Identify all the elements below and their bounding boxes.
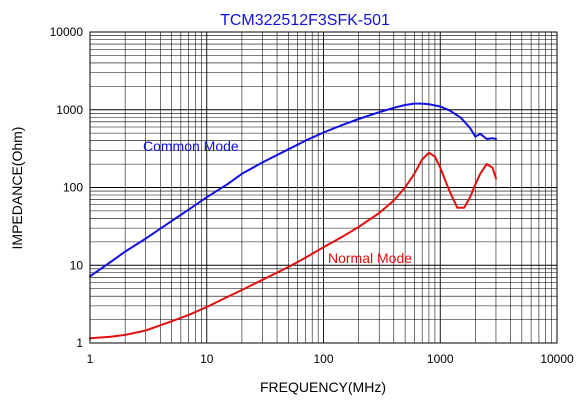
legend-normal-mode: Normal Mode: [328, 250, 412, 266]
y-tick-label: 1: [76, 336, 83, 350]
tick-layer: 1 10 100 1000 10000 1 10 100 1000 10000: [50, 25, 574, 366]
plot-frame: [89, 31, 558, 344]
grid-layer: [89, 32, 557, 344]
y-tick-label: 10: [70, 258, 84, 272]
y-tick-label: 1000: [56, 103, 83, 117]
y-tick-label: 10000: [50, 25, 84, 39]
chart-title: TCM322512F3SFK-501: [220, 12, 390, 29]
x-tick-label: 10000: [540, 352, 574, 366]
x-tick-label: 10: [200, 352, 214, 366]
x-tick-label: 1000: [427, 352, 454, 366]
x-tick-label: 1: [87, 352, 94, 366]
series-layer: [89, 102, 497, 340]
series-line-normal-mode: [89, 151, 497, 340]
y-axis-label: IMPEDANCE(Ohm): [9, 127, 25, 250]
series-line-common-mode: [89, 102, 497, 278]
x-tick-label: 100: [313, 352, 333, 366]
y-tick-label: 100: [63, 181, 83, 195]
legend-common-mode: Common Mode: [143, 138, 239, 154]
x-axis-label: FREQUENCY(MHz): [260, 379, 386, 395]
